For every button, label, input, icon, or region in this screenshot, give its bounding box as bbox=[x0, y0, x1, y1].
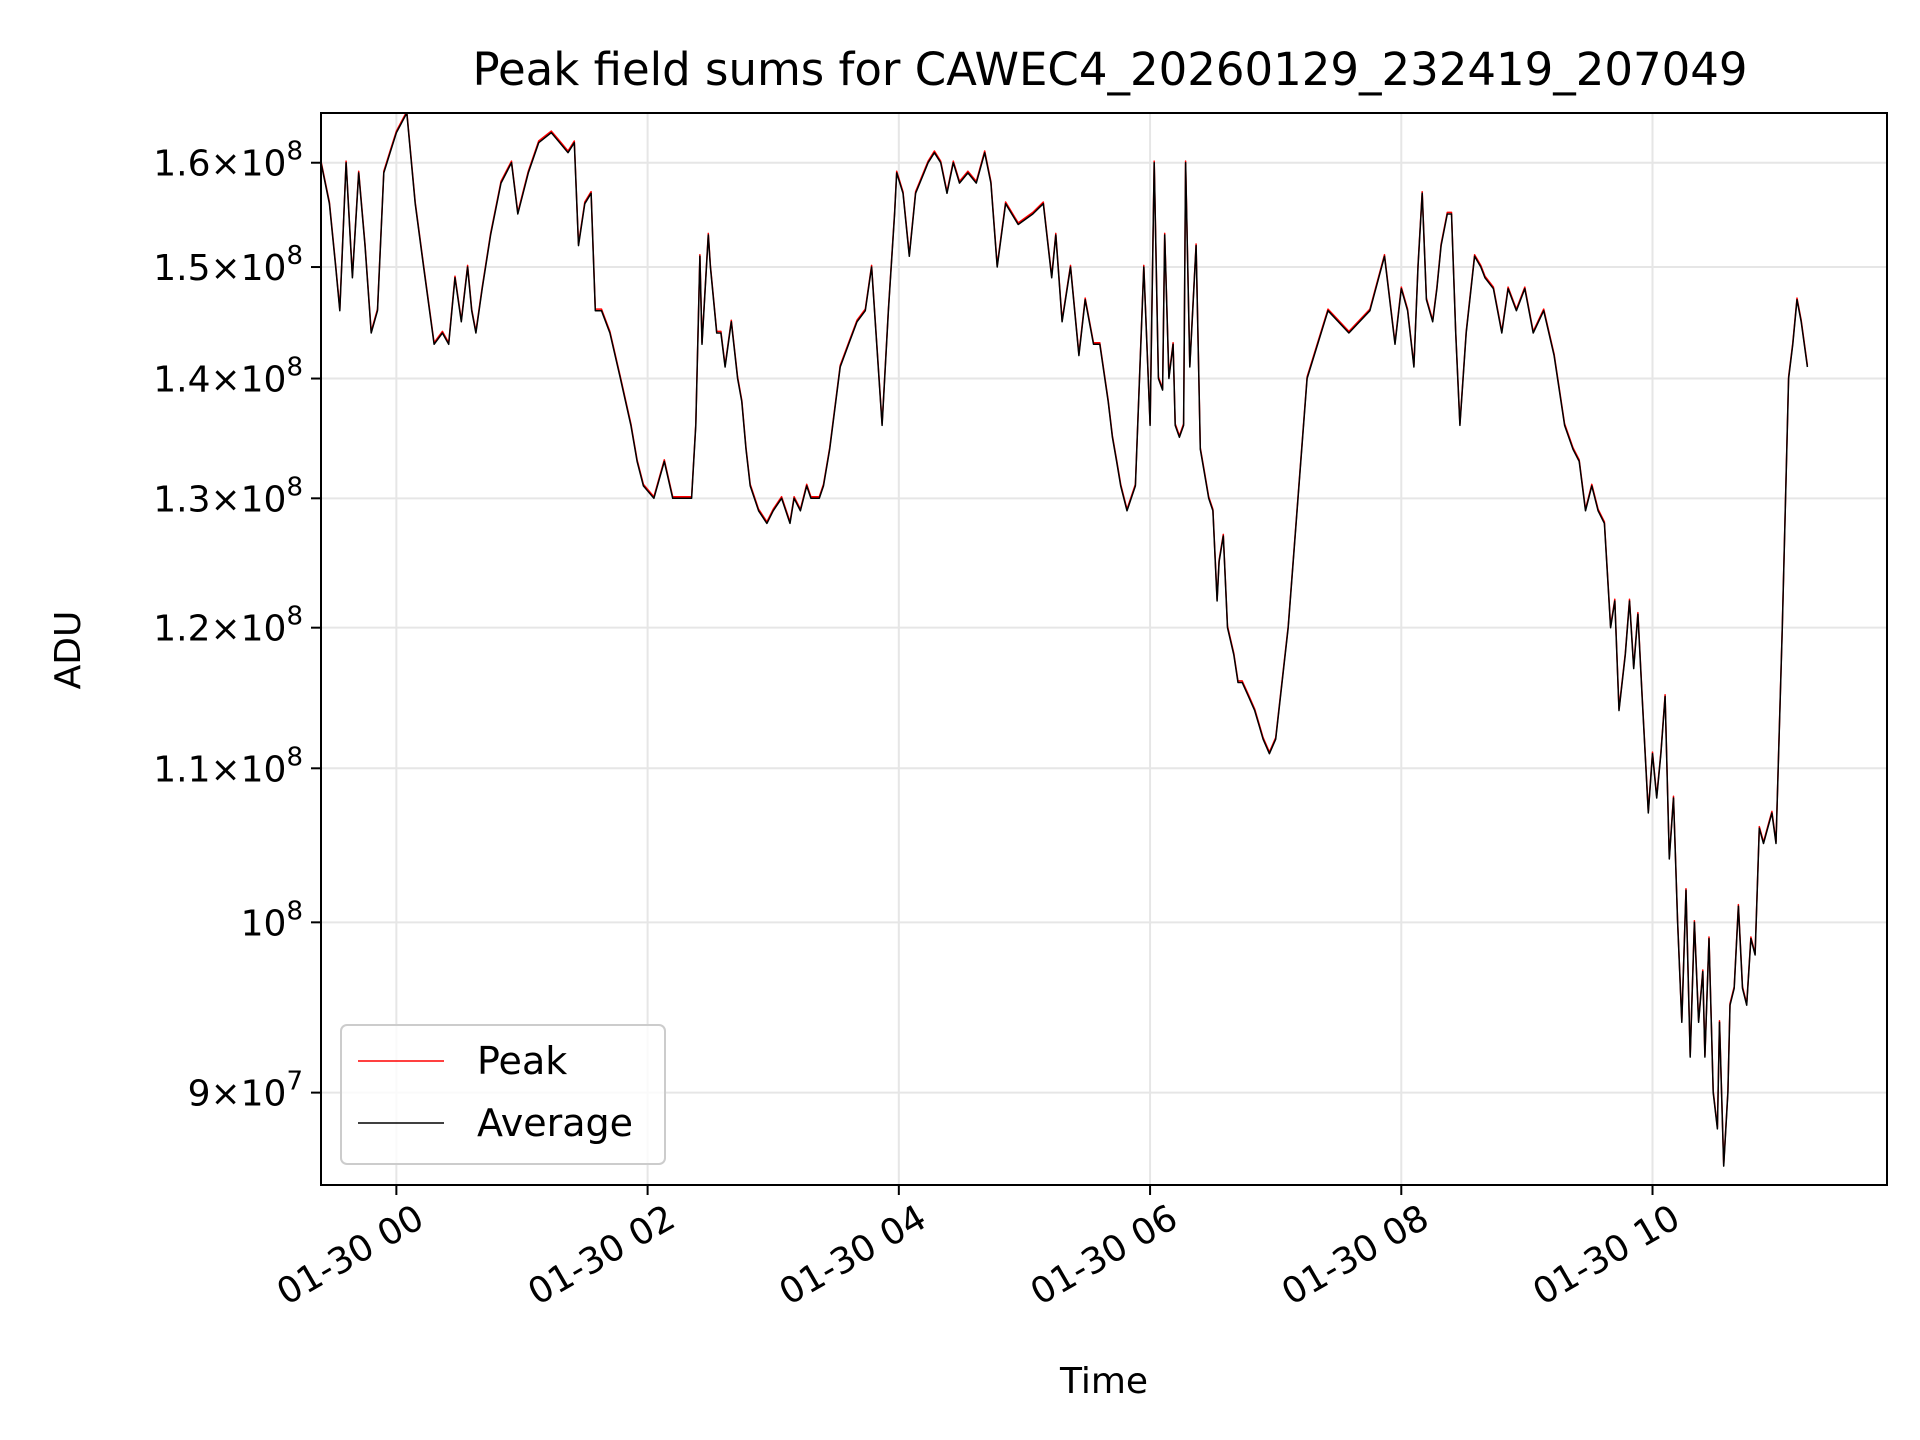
y-tick-label: 1.6×108 bbox=[153, 137, 303, 185]
x-axis-label: Time bbox=[1059, 1361, 1148, 1402]
plot-frame bbox=[320, 112, 1888, 1186]
series-layer bbox=[321, 113, 1809, 1167]
y-tick-mantissa: 1.3× bbox=[153, 479, 240, 520]
y-axis-label: ADU bbox=[48, 611, 89, 690]
chart-title: Peak field sums for CAWEC4_20260129_2324… bbox=[472, 43, 1747, 96]
y-tick-exponent: 8 bbox=[286, 742, 303, 772]
y-tick-base: 10 bbox=[241, 248, 287, 289]
y-tick-mantissa: 1.4× bbox=[153, 360, 240, 401]
y-tick-label: 108 bbox=[241, 896, 303, 944]
y-tick-base: 10 bbox=[241, 479, 287, 520]
grid-lines bbox=[321, 113, 1887, 1185]
legend-box bbox=[340, 1024, 666, 1165]
y-tick-mantissa: 1.1× bbox=[153, 749, 240, 790]
legend-label-peak: Peak bbox=[477, 1039, 567, 1083]
y-tick-label: 1.1×108 bbox=[153, 742, 303, 790]
y-tick-mantissa: 1.6× bbox=[153, 144, 240, 185]
y-tick-base: 10 bbox=[241, 903, 287, 944]
y-tick-exponent: 7 bbox=[286, 1067, 303, 1097]
y-tick-label: 1.4×108 bbox=[153, 353, 303, 401]
y-tick-label: 1.3×108 bbox=[153, 472, 303, 520]
y-axis: 9×1071081.1×1081.2×1081.3×1081.4×1081.5×… bbox=[153, 137, 321, 1115]
y-tick-label: 1.5×108 bbox=[153, 241, 303, 289]
y-tick-mantissa: 9× bbox=[188, 1074, 241, 1115]
y-tick-exponent: 8 bbox=[286, 241, 303, 271]
legend-label-average: Average bbox=[477, 1101, 633, 1145]
y-tick-base: 10 bbox=[241, 609, 287, 650]
y-tick-base: 10 bbox=[241, 1074, 287, 1115]
y-tick-base: 10 bbox=[241, 749, 287, 790]
y-tick-mantissa: 1.5× bbox=[153, 248, 240, 289]
y-tick-base: 10 bbox=[241, 360, 287, 401]
y-tick-exponent: 8 bbox=[286, 896, 303, 926]
y-tick-exponent: 8 bbox=[286, 137, 303, 167]
y-tick-exponent: 8 bbox=[286, 602, 303, 632]
y-tick-label: 1.2×108 bbox=[153, 602, 303, 650]
y-tick-mantissa: 1.2× bbox=[153, 609, 240, 650]
y-tick-label: 9×107 bbox=[188, 1067, 303, 1115]
legend: Peak Average bbox=[340, 1024, 666, 1165]
y-tick-exponent: 8 bbox=[286, 353, 303, 383]
series-line-average bbox=[321, 113, 1809, 1167]
y-tick-base: 10 bbox=[241, 144, 287, 185]
y-tick-exponent: 8 bbox=[286, 472, 303, 502]
